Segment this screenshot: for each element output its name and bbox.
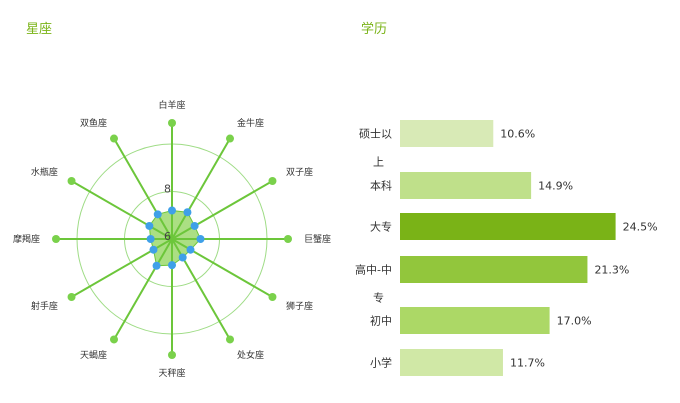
bar [400,172,532,199]
bar-category-label: 硕士以 [359,128,392,141]
bar-category-label: 初中 [370,314,392,328]
radar-axis-label: 双子座 [286,166,313,178]
radar-axis-label: 巨蟹座 [304,233,331,245]
radar-spoke [113,138,173,240]
radar-axis-end [168,119,176,127]
bar [400,307,550,334]
bar-value-label: 24.5% [623,221,658,234]
bar-category-label: 小学 [370,356,392,370]
radar-axis-label: 双鱼座 [80,117,107,129]
radar-axis-label: 水瓶座 [31,166,58,178]
bar-category-label: 本科 [370,179,392,193]
radar-axis-label: 处女座 [237,349,264,361]
radar-point [145,221,154,230]
bar-value-label: 21.3% [594,264,629,277]
radar-axis-end [52,235,60,243]
radar-axis-end [110,134,118,143]
radar-spoke [171,180,273,240]
radar-tick-label: 6 [164,230,171,243]
radar-axis-end [284,235,292,243]
bar-value-label: 10.6% [500,128,535,141]
bar-category-label: 高中-中 [355,263,392,277]
radar-axis-end [67,293,76,301]
bar-value-label: 11.7% [510,357,545,370]
radar-chart-title: 星座 [26,22,53,37]
radar-point [196,235,205,243]
radar-spoke [71,180,173,240]
radar-axis-label: 天蝎座 [80,349,107,361]
radar-point [168,206,176,215]
radar-axis-label: 射手座 [31,300,58,312]
radar-axis-end [268,177,277,185]
radar-axis-label: 金牛座 [237,117,264,129]
bar-category-label: 大专 [370,220,392,234]
radar-point [168,261,176,270]
radar-point [153,210,162,219]
radar-point [149,245,158,254]
radar-axis-end [226,134,234,143]
radar-axis-label: 白羊座 [158,99,185,111]
radar-axis-label: 狮子座 [286,300,313,312]
radar-axis-end [67,177,76,185]
radar-spoke [171,138,231,240]
radar-point [186,245,195,254]
radar-point [190,221,199,230]
radar-point [183,208,192,217]
bar [400,213,616,240]
radar-axis-end [226,335,234,344]
bar-category-label: 上 [373,156,384,169]
radar-axis-end [168,351,176,359]
bar [400,349,503,376]
radar-axis-label: 天秤座 [158,367,185,379]
bar-chart-title: 学历 [361,22,388,37]
radar-point [178,253,187,262]
radar-point [146,235,155,243]
radar-axis-label: 摩羯座 [13,233,40,245]
bar [400,120,494,147]
radar-axis-end [268,293,277,301]
bar-value-label: 17.0% [557,315,592,328]
radar-axis-end [110,335,118,344]
radar-spoke [113,238,173,340]
radar-point [152,261,161,270]
bar-category-label: 专 [373,291,384,305]
bar-value-label: 14.9% [538,180,573,193]
bar [400,256,588,283]
radar-tick-label: 8 [164,183,171,196]
